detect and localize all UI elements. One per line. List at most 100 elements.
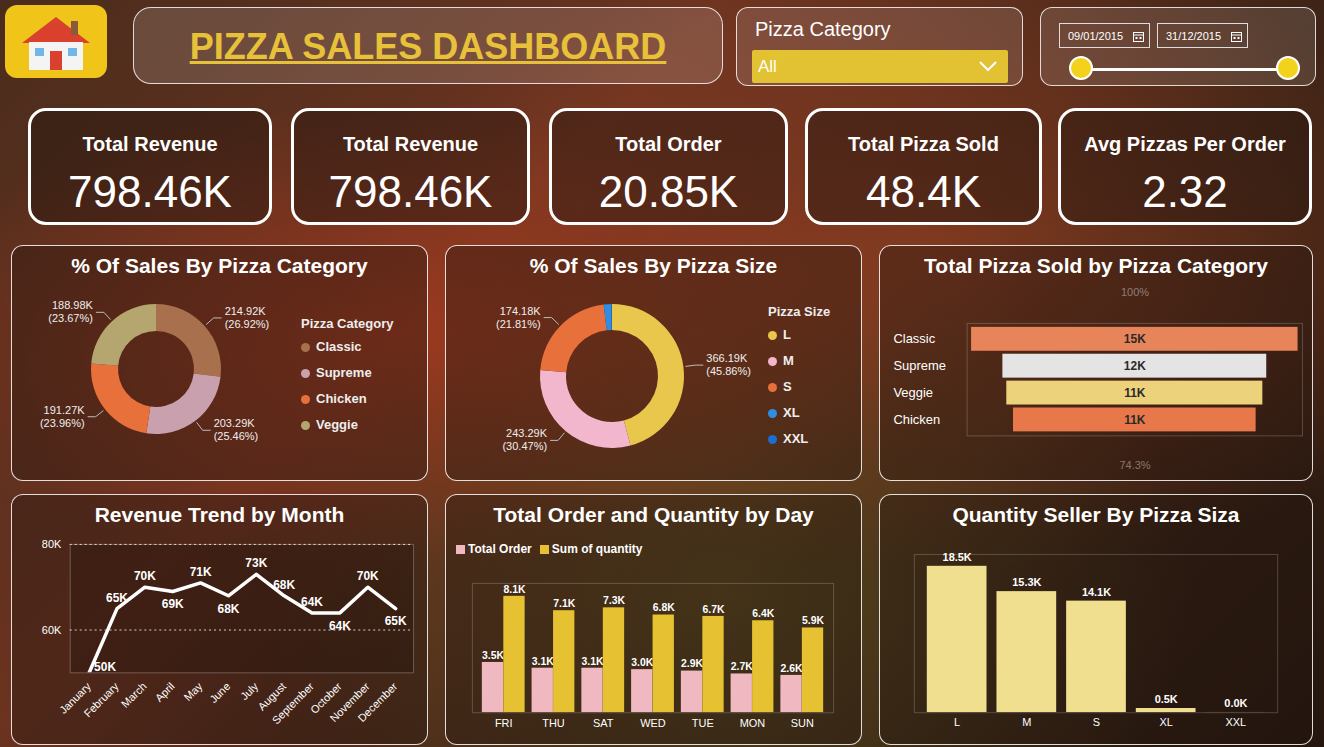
svg-text:366.19K: 366.19K	[706, 352, 748, 364]
svg-text:6.4K: 6.4K	[752, 608, 775, 619]
svg-text:(45.86%): (45.86%)	[706, 365, 751, 377]
svg-text:August: August	[255, 680, 289, 713]
svg-text:TUE: TUE	[692, 717, 714, 729]
svg-text:January: January	[57, 680, 93, 716]
svg-text:S: S	[1093, 716, 1100, 728]
svg-text:8.1K: 8.1K	[503, 584, 526, 595]
html-text:PIZZA SALES DASHBOARD: PIZZA SALES DASHBOARD	[189, 26, 667, 67]
svg-text:(25.46%): (25.46%)	[214, 430, 259, 442]
svg-text:191.27K: 191.27K	[44, 404, 86, 416]
svg-text:May: May	[181, 680, 204, 703]
svg-text:Veggie: Veggie	[893, 385, 933, 400]
svg-text:71K: 71K	[190, 565, 212, 579]
svg-text:243.29K: 243.29K	[506, 427, 548, 439]
svg-text:15.3K: 15.3K	[1012, 576, 1041, 588]
html-text:% Of Sales By Pizza Size: % Of Sales By Pizza Size	[529, 254, 778, 277]
svg-text:64K: 64K	[301, 595, 323, 609]
svg-text:March: March	[119, 680, 149, 710]
svg-text:18.5K: 18.5K	[943, 551, 972, 563]
svg-text:12K: 12K	[1124, 359, 1146, 373]
svg-text:7.3K: 7.3K	[603, 595, 626, 606]
html-text:48.4K: 48.4K	[866, 167, 981, 216]
svg-text:3.1K: 3.1K	[532, 656, 555, 667]
html-text:Total Revenue: Total Revenue	[342, 133, 479, 155]
svg-text:15K: 15K	[1124, 332, 1146, 346]
svg-text:THU: THU	[542, 717, 565, 729]
svg-text:70K: 70K	[134, 569, 156, 583]
svg-text:M: M	[1022, 716, 1031, 728]
svg-text:0.0K: 0.0K	[1224, 697, 1247, 709]
html-text:Total Order: Total Order	[615, 133, 722, 155]
svg-text:WED: WED	[640, 717, 666, 729]
svg-text:February: February	[81, 680, 121, 720]
svg-text:68K: 68K	[218, 602, 240, 616]
svg-text:11K: 11K	[1124, 413, 1146, 427]
svg-text:April: April	[153, 680, 177, 704]
svg-text:68K: 68K	[273, 578, 295, 592]
svg-text:3.0K: 3.0K	[631, 657, 654, 668]
svg-text:7.1K: 7.1K	[553, 598, 576, 609]
svg-text:60K: 60K	[42, 624, 62, 636]
svg-text:(23.67%): (23.67%)	[48, 312, 93, 324]
html-text:Total Pizza Sold by Pizza Cate: Total Pizza Sold by Pizza Category	[924, 254, 1268, 277]
svg-text:June: June	[207, 680, 232, 705]
svg-text:70K: 70K	[357, 569, 379, 583]
html-text:Total Revenue: Total Revenue	[82, 133, 218, 155]
svg-text:November: November	[327, 680, 372, 725]
svg-text:11K: 11K	[1124, 386, 1146, 400]
svg-text:SAT: SAT	[593, 717, 614, 729]
html-text:Quantity Seller By Pizza Siza: Quantity Seller By Pizza Siza	[952, 503, 1240, 526]
html-text:Avg Pizzas Per Order: Avg Pizzas Per Order	[1084, 133, 1286, 155]
svg-text:203.29K: 203.29K	[214, 417, 256, 429]
svg-text:188.98K: 188.98K	[52, 299, 94, 311]
svg-text:MON: MON	[740, 717, 766, 729]
svg-text:XXL: XXL	[1226, 716, 1247, 728]
svg-text:5.9K: 5.9K	[802, 615, 825, 626]
html-text:Pizza Category: Pizza Category	[755, 18, 891, 40]
html-text:798.46K: 798.46K	[68, 167, 232, 216]
html-text:Classic: Classic	[316, 339, 362, 354]
svg-text:(26.92%): (26.92%)	[225, 318, 270, 330]
svg-text:214.92K: 214.92K	[225, 305, 267, 317]
html-text:Total Pizza Sold: Total Pizza Sold	[848, 133, 999, 155]
svg-text:80K: 80K	[42, 538, 62, 550]
html-text:20.85K: 20.85K	[598, 167, 739, 216]
svg-text:(30.47%): (30.47%)	[502, 440, 547, 452]
svg-text:(21.81%): (21.81%)	[496, 318, 541, 330]
svg-text:October: October	[307, 680, 344, 716]
svg-text:50K: 50K	[94, 660, 116, 674]
html-text:Pizza Category: Pizza Category	[301, 316, 394, 331]
svg-text:XL: XL	[1159, 716, 1172, 728]
svg-text:65K: 65K	[385, 614, 407, 628]
svg-text:Supreme: Supreme	[893, 358, 945, 373]
svg-text:3.5K: 3.5K	[482, 650, 505, 661]
html-text:All: All	[758, 57, 777, 76]
svg-text:0.5K: 0.5K	[1155, 693, 1178, 705]
svg-text:L: L	[954, 716, 960, 728]
svg-text:2.6K: 2.6K	[781, 663, 804, 674]
svg-text:3.1K: 3.1K	[581, 656, 604, 667]
html-text:Revenue Trend by Month: Revenue Trend by Month	[94, 503, 345, 526]
svg-text:2.7K: 2.7K	[731, 661, 754, 672]
html-text:Total Order and Quantity by Da: Total Order and Quantity by Day	[493, 503, 814, 526]
svg-text:December: December	[355, 680, 399, 724]
svg-text:69K: 69K	[162, 597, 184, 611]
svg-text:SUN: SUN	[791, 717, 814, 729]
svg-text:Classic: Classic	[893, 331, 935, 346]
html-text:798.46K: 798.46K	[328, 167, 493, 216]
svg-text:FRI: FRI	[495, 717, 513, 729]
svg-text:73K: 73K	[245, 556, 267, 570]
svg-text:6.7K: 6.7K	[702, 604, 725, 615]
svg-text:Chicken: Chicken	[893, 412, 940, 427]
svg-text:(23.96%): (23.96%)	[40, 417, 85, 429]
html-text:2.32: 2.32	[1142, 167, 1228, 216]
svg-text:September: September	[270, 680, 317, 727]
svg-text:2.9K: 2.9K	[681, 658, 704, 669]
svg-text:14.1K: 14.1K	[1082, 586, 1111, 598]
svg-text:July: July	[238, 680, 261, 703]
svg-text:64K: 64K	[329, 619, 351, 633]
svg-text:174.18K: 174.18K	[500, 305, 542, 317]
html-text:% Of Sales By Pizza Category: % Of Sales By Pizza Category	[71, 254, 368, 277]
svg-text:6.8K: 6.8K	[653, 602, 676, 613]
svg-text:65K: 65K	[106, 590, 128, 604]
